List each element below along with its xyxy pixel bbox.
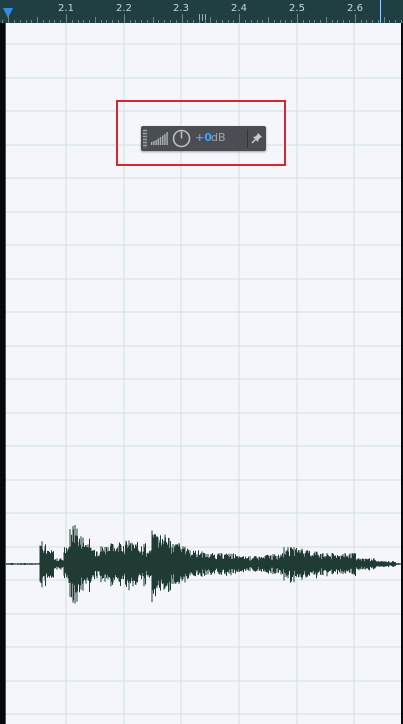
- ruler-tick: [205, 20, 206, 23]
- drag-grip-icon[interactable]: [143, 129, 147, 148]
- ruler-tick: [366, 20, 367, 23]
- ruler-tick: [83, 20, 84, 23]
- ruler-tick: [43, 20, 44, 23]
- ruler-tick: [233, 20, 234, 23]
- volume-unit: dB: [211, 131, 226, 144]
- hud-separator: [247, 129, 248, 148]
- ruler-tick: [153, 17, 154, 23]
- ruler-tick: [389, 20, 390, 23]
- level-meter-icon: [151, 132, 168, 145]
- ruler-tick: [164, 20, 165, 23]
- ruler-tick: [262, 20, 263, 23]
- ruler-tick: [158, 20, 159, 23]
- ruler-tick: [147, 20, 148, 23]
- ruler-tick: [401, 20, 402, 23]
- left-track-edge: [0, 23, 6, 724]
- ruler-tick: [314, 20, 315, 23]
- ruler-tick: [395, 20, 396, 23]
- hud-highlight-box: [116, 100, 286, 166]
- pin-icon[interactable]: [251, 132, 263, 144]
- ruler-tick: [187, 20, 188, 23]
- ruler-tick: [251, 20, 252, 23]
- ruler-tick: [182, 14, 183, 23]
- ruler-tick: [378, 20, 379, 23]
- ruler-tick: [297, 14, 298, 23]
- ruler-tick: [199, 20, 200, 23]
- volume-knob-icon[interactable]: [172, 129, 191, 148]
- right-track-edge: [401, 23, 403, 724]
- ruler-tick: [14, 20, 15, 23]
- ruler-tick: [291, 20, 292, 23]
- editor-grid: [6, 23, 401, 724]
- ruler-tick: [228, 20, 229, 23]
- ruler-tick: [20, 20, 21, 23]
- ruler-tick: [355, 14, 356, 23]
- ruler-tick: [2, 20, 3, 23]
- ruler-tick: [210, 17, 211, 23]
- ruler-tick: [170, 20, 171, 23]
- ruler-tick: [112, 20, 113, 23]
- ruler-tick: [176, 20, 177, 23]
- ruler-tick: [8, 14, 9, 23]
- ruler-tick: [257, 20, 258, 23]
- ruler-tick: [285, 20, 286, 23]
- waveform[interactable]: [6, 23, 401, 724]
- ruler-tick: [384, 17, 385, 23]
- ruler-tick: [372, 20, 373, 23]
- ruler-tick: [89, 20, 90, 23]
- ruler-tick: [349, 20, 350, 23]
- ruler-tick: [326, 17, 327, 23]
- ruler-tick: [101, 20, 102, 23]
- ruler-tick: [320, 20, 321, 23]
- ruler-tick: [216, 20, 217, 23]
- ruler-tick: [130, 20, 131, 23]
- ruler-tick: [49, 20, 50, 23]
- ruler-tick-label: 2.6: [347, 3, 363, 14]
- ruler-tick-label: 2.3: [173, 3, 189, 14]
- ruler-tick: [72, 20, 73, 23]
- ruler-tick: [245, 20, 246, 23]
- ruler-tick: [343, 20, 344, 23]
- ruler-tick: [303, 20, 304, 23]
- playhead-marker-icon[interactable]: [3, 8, 13, 18]
- ruler-tick: [26, 20, 27, 23]
- ruler-tick: [337, 20, 338, 23]
- ruler-tick: [60, 20, 61, 23]
- ruler-tick: [106, 20, 107, 23]
- ruler-tick: [135, 20, 136, 23]
- ruler-tick: [118, 20, 119, 23]
- ruler-tick: [193, 20, 194, 23]
- ruler-tick: [78, 20, 79, 23]
- ruler-grip-icon[interactable]: [199, 14, 208, 21]
- ruler-tick-label: 2.2: [116, 3, 132, 14]
- time-ruler[interactable]: 2.1 2.2 2.3 2.4 2.5 2.6: [0, 0, 403, 24]
- ruler-tick-label: 2.4: [231, 3, 247, 14]
- ruler-tick: [268, 17, 269, 23]
- ruler-tick: [66, 14, 67, 23]
- ruler-tick: [37, 17, 38, 23]
- ruler-tick: [54, 20, 55, 23]
- ruler-tick: [332, 20, 333, 23]
- volume-hud[interactable]: +0 dB: [141, 126, 266, 151]
- ruler-tick: [309, 20, 310, 23]
- ruler-tick: [274, 20, 275, 23]
- ruler-tick: [124, 14, 125, 23]
- ruler-tick-label: 2.5: [289, 3, 305, 14]
- ruler-tick: [361, 20, 362, 23]
- volume-value[interactable]: +0: [195, 131, 212, 144]
- ruler-tick-label: 2.1: [58, 3, 74, 14]
- ruler-tick: [239, 14, 240, 23]
- ruler-tick: [95, 17, 96, 23]
- ruler-tick: [141, 20, 142, 23]
- ruler-tick: [222, 20, 223, 23]
- ruler-tick: [280, 20, 281, 23]
- ruler-end-marker: [380, 0, 381, 23]
- ruler-tick: [31, 20, 32, 23]
